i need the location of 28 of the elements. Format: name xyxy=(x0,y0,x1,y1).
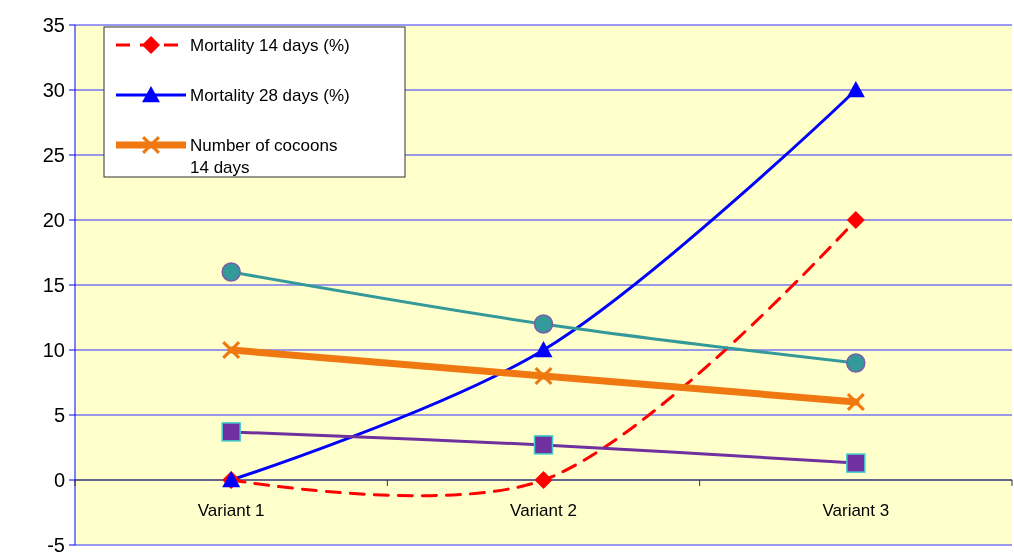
y-tick-label: 20 xyxy=(42,209,65,231)
point xyxy=(846,211,865,229)
point xyxy=(221,262,241,282)
y-tick-label: 0 xyxy=(53,469,65,491)
y-tick-label: 10 xyxy=(42,339,65,361)
y-tick-label: 30 xyxy=(42,79,65,101)
point xyxy=(846,453,866,473)
y-tick-label: 5 xyxy=(53,404,65,426)
point xyxy=(846,353,866,373)
point xyxy=(846,81,865,98)
legend-label: Number of cocoons 14 days xyxy=(190,135,338,178)
point xyxy=(533,435,554,455)
y-tick-label: -5 xyxy=(47,534,65,553)
point xyxy=(534,341,553,358)
y-tick-label: 25 xyxy=(42,144,65,166)
point xyxy=(222,341,241,359)
x-tick-label: Variant 2 xyxy=(510,501,577,520)
y-tick-label: 15 xyxy=(42,274,65,296)
x-tick-label: Variant 1 xyxy=(197,501,265,520)
point xyxy=(221,422,241,442)
x-tick-label: Variant 3 xyxy=(822,501,890,520)
legend-label: Mortality 14 days (%) xyxy=(190,35,350,55)
y-tick-label: 35 xyxy=(42,14,65,36)
legend-label: Mortality 28 days (%) xyxy=(190,85,350,105)
point xyxy=(533,314,554,334)
point xyxy=(846,393,865,411)
point xyxy=(534,471,553,489)
point xyxy=(534,367,553,385)
